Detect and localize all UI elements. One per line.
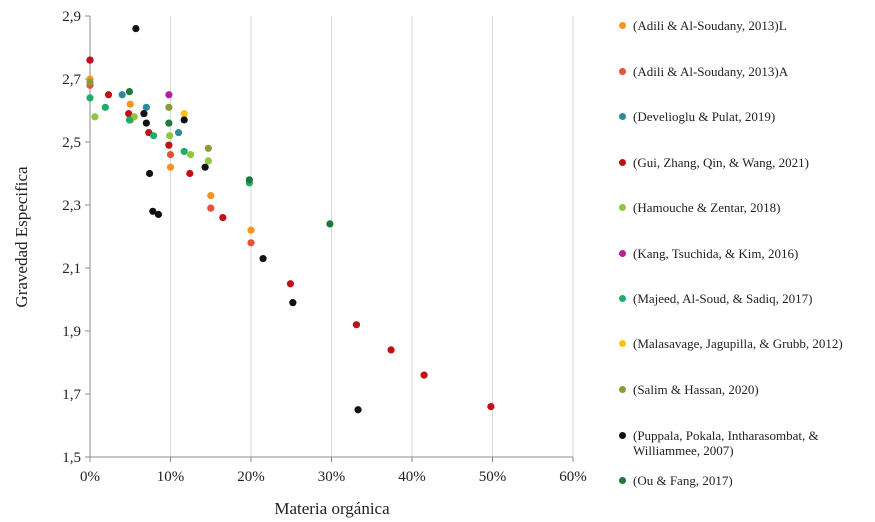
x-tick-label: 20%: [237, 469, 265, 485]
data-point-series-4: [165, 141, 173, 149]
data-point-series-9: [165, 103, 173, 111]
data-point-series-7: [180, 147, 188, 156]
legend-marker: [619, 432, 626, 439]
data-point-series-3: [118, 91, 126, 99]
data-point-series-1: [126, 100, 134, 108]
data-point-series-7: [101, 103, 109, 111]
data-point-series-10: [180, 116, 188, 124]
x-tick-label: 40%: [398, 469, 426, 485]
data-point-series-7: [149, 132, 158, 140]
data-point-series-1: [166, 163, 175, 171]
legend-label: (Develioglu & Pulat, 2019): [633, 109, 776, 124]
data-point-series-6: [165, 91, 173, 99]
data-point-series-10: [289, 299, 297, 307]
legend-label: (Ou & Fang, 2017): [633, 473, 733, 488]
data-point-series-2: [247, 239, 255, 247]
data-point-series-10: [142, 119, 150, 127]
y-axis-label: Gravedad Especifica: [12, 166, 31, 308]
x-axis-label: Materia orgánica: [274, 499, 390, 518]
data-point-series-4: [219, 214, 227, 222]
data-point-series-4: [487, 403, 495, 411]
x-tick-labels: 0% 10% 20% 30% 40% 50% 60%: [80, 457, 587, 485]
data-point-series-8: [180, 110, 188, 118]
legend-marker: [619, 68, 626, 75]
data-point-series-3: [174, 128, 183, 137]
y-tick-label: 2,5: [62, 135, 81, 151]
legend-marker: [619, 340, 626, 347]
legend-label: (Malasavage, Jagupilla, & Grubb, 2012): [633, 336, 843, 351]
legend-label: (Puppala, Pokala, Intharasombat, & Willi…: [633, 428, 819, 458]
legend-label: (Adili & Al-Soudany, 2013)A: [633, 64, 789, 79]
x-tick-label: 50%: [479, 469, 507, 485]
legend-marker: [619, 386, 626, 393]
y-tick-label: 1,7: [62, 387, 81, 403]
data-point-series-10: [259, 254, 267, 263]
y-tick-labels: 1,5 1,7 1,9 2,1 2,3 2,5 2,7 2,9: [62, 9, 90, 466]
data-point-series-4: [352, 321, 361, 329]
data-point-series-1: [207, 191, 215, 200]
legend-label: (Hamouche & Zentar, 2018): [633, 200, 781, 215]
legend-marker: [619, 113, 626, 120]
data-point-series-1: [247, 226, 255, 234]
legend-label: (Gui, Zhang, Qin, & Wang, 2021): [633, 155, 809, 170]
legend-label: (Adili & Al-Soudany, 2013)L: [633, 18, 787, 33]
data-point-series-2: [166, 151, 175, 159]
data-point-series-10: [154, 210, 163, 219]
data-point-series-5: [166, 132, 174, 140]
data-point-series-11: [165, 119, 173, 127]
legend-marker: [619, 477, 626, 484]
data-point-series-10: [145, 169, 154, 178]
data-point-series-4: [86, 56, 94, 64]
gridlines: [170, 16, 574, 457]
y-tick-label: 2,1: [62, 261, 81, 277]
data-point-series-10: [132, 25, 140, 33]
data-point-series-5: [187, 151, 195, 159]
data-points: [86, 25, 495, 414]
data-point-series-4: [286, 280, 295, 288]
data-point-series-7: [86, 94, 94, 102]
data-point-series-9: [204, 144, 212, 152]
x-tick-label: 30%: [318, 469, 346, 485]
data-point-series-5: [91, 113, 99, 121]
data-point-series-4: [125, 110, 133, 118]
legend-marker: [619, 204, 626, 211]
x-tick-label: 0%: [80, 469, 100, 485]
data-point-series-11: [326, 220, 334, 228]
data-point-series-7: [125, 116, 134, 124]
y-tick-label: 2,9: [62, 9, 81, 25]
data-point-series-10: [354, 406, 362, 414]
legend-marker: [619, 295, 626, 302]
legend-label: (Kang, Tsuchida, & Kim, 2016): [633, 246, 799, 261]
data-point-series-4: [104, 91, 113, 99]
legend-label: (Salim & Hassan, 2020): [633, 382, 759, 397]
legend-marker: [619, 159, 626, 166]
x-tick-label: 60%: [559, 469, 587, 485]
data-point-series-10: [149, 207, 157, 215]
data-point-series-2: [207, 204, 215, 212]
data-point-series-10: [201, 163, 209, 171]
y-tick-label: 2,7: [62, 72, 81, 88]
y-tick-label: 1,9: [62, 324, 81, 340]
data-point-series-4: [186, 169, 194, 178]
legend-marker: [619, 250, 626, 257]
y-tick-label: 2,3: [62, 198, 81, 214]
x-tick-label: 10%: [157, 469, 185, 485]
y-tick-label: 1,5: [62, 450, 81, 466]
data-point-series-11: [245, 176, 253, 184]
data-point-series-11: [125, 88, 134, 96]
data-point-series-9: [86, 78, 94, 86]
data-point-series-10: [140, 110, 148, 118]
data-point-series-5: [204, 157, 212, 165]
data-point-series-4: [420, 371, 428, 379]
data-point-series-4: [387, 346, 395, 354]
legend-marker: [619, 22, 626, 29]
legend-label: (Majeed, Al-Soud, & Sadiq, 2017): [633, 291, 813, 306]
data-point-series-3: [142, 103, 150, 111]
